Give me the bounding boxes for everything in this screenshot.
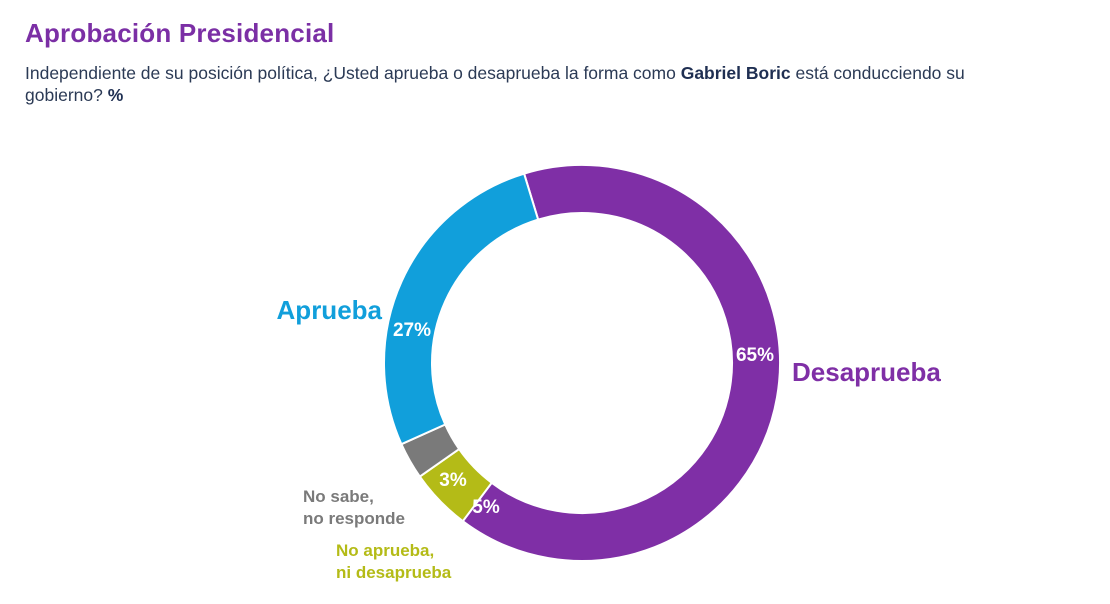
subtitle-text-2: está conducciendo su gobierno? — [25, 63, 965, 105]
subtitle-bold-percent: % — [107, 85, 124, 105]
label-pct-no-sabe: 3% — [439, 470, 467, 491]
label-pct-no-aprueba-ni-desaprueba: 5% — [472, 497, 500, 518]
subtitle-text-1: Independiente de su posición política, ¿… — [25, 63, 681, 83]
chart-title: Aprobación Presidencial — [25, 18, 335, 48]
label-cat-desaprueba: Desaprueba — [792, 357, 941, 387]
chart-subtitle: Independiente de su posición política, ¿… — [25, 62, 1025, 106]
label-pct-aprueba: 27% — [393, 320, 431, 341]
label-cat-no-sabe: No sabe, no responde — [303, 487, 405, 528]
slice-aprueba — [383, 172, 540, 446]
slice-desaprueba — [461, 164, 781, 562]
subtitle-bold-name: Gabriel Boric — [680, 63, 791, 83]
label-cat-aprueba: Aprueba — [277, 295, 383, 325]
label-pct-desaprueba: 65% — [736, 345, 774, 366]
label-cat-no-aprueba-ni-desaprueba: No aprueba, ni desaprueba — [336, 541, 452, 582]
